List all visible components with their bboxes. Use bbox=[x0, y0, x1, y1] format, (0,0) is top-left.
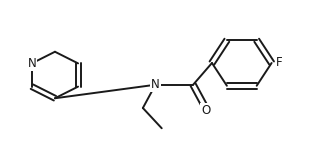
Text: N: N bbox=[27, 57, 36, 70]
Text: O: O bbox=[201, 103, 210, 117]
Text: F: F bbox=[276, 57, 283, 69]
Text: N: N bbox=[151, 78, 160, 91]
